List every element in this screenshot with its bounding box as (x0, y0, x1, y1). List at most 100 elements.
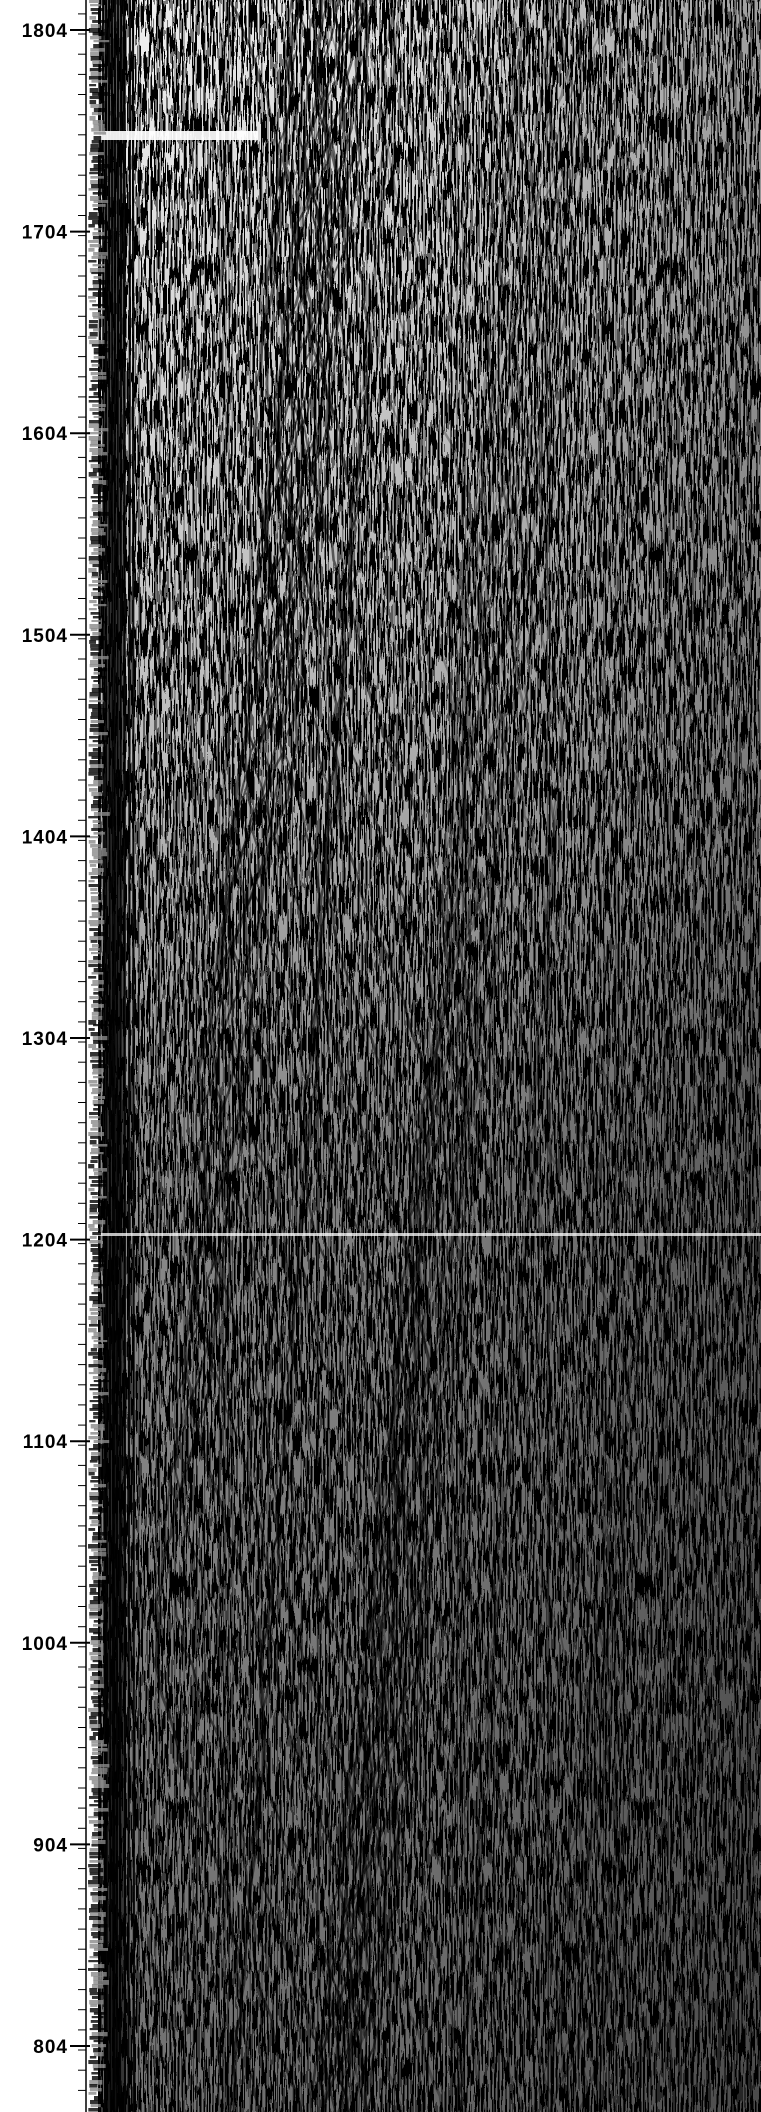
trace-line (621, 0, 625, 2112)
strip-mark (89, 1716, 97, 1720)
strip-mark (93, 1444, 105, 1449)
strip-mark (89, 1324, 101, 1327)
strip-mark (93, 812, 110, 816)
strip-mark (89, 640, 97, 644)
strip-mark (89, 2084, 98, 2088)
strip-mark (89, 1720, 98, 1725)
strip-mark (90, 104, 103, 108)
strip-mark (91, 1780, 106, 1785)
strip-mark (93, 480, 107, 485)
strip-mark (93, 1952, 102, 1957)
strip-mark (93, 1380, 110, 1383)
strip-mark (90, 52, 99, 57)
strip-mark (88, 1188, 95, 1192)
strip-mark (93, 776, 102, 781)
strip-mark (91, 184, 105, 189)
strip-mark (92, 220, 106, 225)
strip-mark (90, 1972, 107, 1977)
strip-mark (89, 172, 99, 175)
strip-mark (91, 984, 99, 987)
strip-mark (90, 1684, 105, 1689)
strip-mark (88, 872, 101, 876)
strip-mark (92, 632, 101, 636)
strip-mark (89, 1908, 100, 1913)
strip-mark (89, 1628, 99, 1633)
strip-mark (91, 160, 103, 163)
reflector-event (425, 0, 579, 2112)
strip-mark (90, 372, 107, 376)
strip-mark (93, 208, 101, 211)
strip-mark (89, 300, 97, 303)
strip-mark (93, 132, 107, 135)
strip-mark (92, 1924, 108, 1928)
strip-mark (92, 1392, 109, 1396)
strip-mark (93, 1000, 108, 1004)
strip-mark (90, 496, 104, 499)
trace-line (663, 0, 667, 2112)
strip-mark (88, 288, 104, 291)
strip-mark (90, 764, 104, 769)
strip-mark (91, 1740, 104, 1744)
strip-mark (93, 1416, 106, 1419)
strip-mark (92, 1572, 100, 1577)
strip-mark (90, 1160, 98, 1164)
strip-mark (90, 1676, 100, 1681)
strip-mark (89, 1388, 102, 1391)
strip-mark (92, 1268, 100, 1273)
strip-mark (91, 1292, 102, 1295)
strip-mark (93, 164, 110, 169)
strip-mark (91, 1048, 105, 1051)
strip-mark (92, 1072, 102, 1075)
strip-mark (88, 768, 103, 773)
strip-mark (90, 1060, 105, 1063)
strip-mark (90, 1524, 101, 1527)
strip-mark (93, 1948, 109, 1951)
strip-mark (91, 1180, 107, 1184)
strip-mark (89, 728, 104, 732)
strip-mark (89, 1956, 99, 1959)
strip-mark (91, 452, 108, 456)
strip-mark (92, 1512, 100, 1515)
strip-mark (90, 716, 103, 719)
strip-mark (91, 1476, 102, 1480)
strip-mark (90, 144, 99, 149)
strip-mark (93, 316, 105, 319)
white-streak (98, 131, 258, 140)
strip-mark (88, 788, 98, 792)
strip-mark (92, 1532, 108, 1536)
strip-mark (93, 200, 109, 204)
strip-mark (93, 1288, 101, 1292)
strip-mark (91, 1148, 100, 1153)
strip-mark (88, 188, 99, 191)
strip-mark (93, 356, 105, 359)
strip-mark (88, 976, 97, 979)
strip-mark (92, 236, 108, 240)
strip-mark (93, 1076, 104, 1079)
strip-mark (92, 1304, 106, 1308)
strip-mark (92, 580, 108, 583)
trace-line (692, 0, 695, 2112)
strip-mark (88, 1316, 101, 1320)
trace-line (137, 0, 140, 2112)
strip-mark (92, 1144, 108, 1147)
strip-mark (90, 1248, 107, 1252)
strip-mark (89, 1296, 101, 1301)
strip-mark (89, 1216, 104, 1219)
strip-mark (91, 256, 107, 259)
strip-mark (92, 32, 105, 36)
strip-mark (93, 1108, 101, 1111)
strip-mark (89, 700, 104, 703)
strip-mark (89, 1460, 98, 1463)
strip-mark (89, 1912, 106, 1917)
strip-mark (89, 864, 97, 867)
strip-mark (91, 1672, 102, 1676)
strip-mark (88, 1372, 101, 1375)
strip-mark (93, 1008, 101, 1012)
strip-mark (93, 1800, 108, 1803)
strip-mark (92, 1732, 103, 1736)
strip-mark (88, 752, 103, 757)
strip-mark (89, 600, 97, 604)
tick-label: 1304 (22, 1029, 68, 1050)
strip-mark (90, 1636, 104, 1641)
strip-mark (90, 176, 104, 179)
